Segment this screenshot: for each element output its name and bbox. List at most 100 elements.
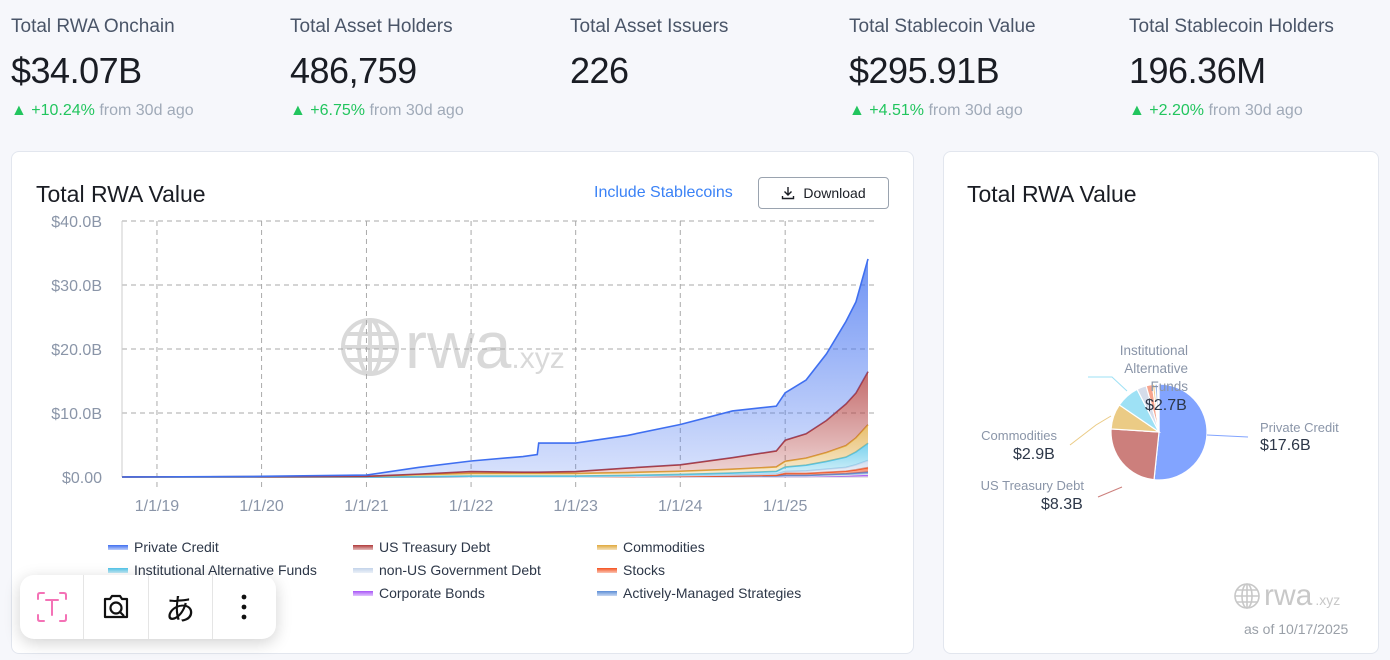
legend-swatch — [353, 567, 373, 573]
pie-leader-line — [1206, 434, 1249, 438]
x-tick-label: 1/1/20 — [239, 498, 284, 515]
text-select-icon — [36, 592, 67, 622]
pie-value-us-treasury: $8.3B — [1041, 496, 1083, 513]
stat-value: 226 — [570, 50, 629, 91]
stat-value: 486,759 — [290, 50, 417, 91]
stat-label: Total Stablecoin Value — [849, 16, 1036, 37]
translate-icon: あ — [165, 593, 196, 628]
legend-item[interactable]: US Treasury Debt — [353, 539, 490, 555]
up-triangle-icon: ▲ — [849, 102, 870, 119]
text-select-button[interactable] — [20, 575, 85, 639]
stat-change-suffix: from 30d ago — [924, 102, 1023, 119]
pie-leader-line — [1097, 486, 1123, 498]
download-icon — [782, 187, 795, 200]
legend-swatch — [353, 544, 373, 550]
include-stablecoins-link[interactable]: Include Stablecoins — [594, 184, 733, 201]
rwa-value-chart-card: Total RWA Value Include Stablecoins Down… — [11, 151, 914, 654]
stat-change: ▲ +6.75% from 30d ago — [290, 102, 560, 120]
floating-toolbar: あ — [20, 575, 276, 639]
stat-value: 196.36M — [1129, 50, 1266, 91]
chart-watermark: rwa.xyz — [341, 308, 565, 382]
stat-value: $295.91B — [849, 50, 1000, 91]
x-tick-label: 1/1/19 — [135, 498, 180, 515]
stat-change-percent: +6.75% — [310, 102, 365, 119]
pie-slice-private-credit[interactable] — [1153, 383, 1208, 481]
visual-search-button[interactable] — [84, 575, 149, 639]
chart-title: Total RWA Value — [36, 181, 206, 207]
stat-change-percent: +10.24% — [31, 102, 95, 119]
stat-label: Total Asset Holders — [290, 16, 453, 37]
legend-label: Actively-Managed Strategies — [623, 585, 802, 601]
x-tick-label: 1/1/22 — [449, 498, 494, 515]
pie-label-inst-alt: Institutional Alternative Funds — [1119, 343, 1188, 394]
legend-swatch — [108, 567, 128, 573]
y-tick-label: $10.0B — [51, 406, 102, 423]
download-button[interactable]: Download — [758, 177, 889, 209]
stat-value: $34.07B — [11, 50, 142, 91]
translate-button[interactable]: あ — [149, 575, 213, 639]
stat-change-suffix: from 30d ago — [365, 102, 464, 119]
stat-change-percent: +2.20% — [1149, 102, 1204, 119]
up-triangle-icon: ▲ — [290, 102, 311, 119]
legend-label: Stocks — [623, 562, 666, 578]
pie-slice-us-treasury-debt[interactable] — [1110, 428, 1160, 481]
legend-item[interactable]: Institutional Alternative Funds — [108, 562, 317, 578]
pie-value-commodities: $2.9B — [1013, 446, 1055, 463]
pie-label-commodities: Commodities — [981, 428, 1057, 443]
more-options-button[interactable] — [213, 575, 276, 639]
up-triangle-icon: ▲ — [11, 102, 32, 119]
visual-search-icon — [103, 594, 128, 619]
x-tick-label: 1/1/23 — [553, 498, 598, 515]
legend-item[interactable]: Stocks — [597, 562, 665, 578]
globe-icon — [341, 318, 399, 376]
as-of-date: as of 10/17/2025 — [1244, 621, 1349, 637]
pie-value-private-credit: $17.6B — [1260, 437, 1311, 454]
legend-label: US Treasury Debt — [379, 539, 491, 555]
watermark-text: rwa.xyz — [405, 308, 565, 382]
stat-label: Total Stablecoin Holders — [1129, 16, 1334, 37]
pie-leader-line — [1069, 415, 1112, 446]
stat-change-percent: +4.51% — [869, 102, 924, 119]
rwa-logo-watermark: rwa .xyz — [1233, 581, 1340, 611]
more-vertical-icon — [241, 594, 247, 620]
legend-item[interactable]: Commodities — [597, 539, 705, 555]
stat-label: Total Asset Issuers — [570, 16, 729, 37]
legend-item[interactable]: non-US Government Debt — [353, 562, 541, 578]
pie-value-inst-alt: $2.7B — [1145, 397, 1187, 414]
stat-1: Total Asset Holders 486,759 ▲ +6.75% from… — [290, 16, 560, 120]
stat-change: ▲ +4.51% from 30d ago — [849, 102, 1119, 120]
legend-swatch — [108, 544, 128, 550]
pie-leader-line — [1088, 376, 1128, 392]
up-triangle-icon: ▲ — [1129, 102, 1150, 119]
legend-swatch — [597, 567, 617, 573]
stat-change: ▲ +2.20% from 30d ago — [1129, 102, 1390, 120]
y-tick-label: $40.0B — [51, 214, 102, 231]
stat-4: Total Stablecoin Holders 196.36M ▲ +2.20%… — [1129, 16, 1390, 120]
pie-label-private-credit: Private Credit — [1260, 420, 1339, 435]
x-tick-label: 1/1/21 — [344, 498, 389, 515]
legend-label: Institutional Alternative Funds — [134, 562, 317, 578]
x-tick-label: 1/1/25 — [763, 498, 808, 515]
line-private-credit — [121, 258, 869, 478]
legend-label: Private Credit — [134, 539, 219, 555]
legend-item[interactable]: Private Credit — [108, 539, 219, 555]
y-tick-label: $30.0B — [51, 278, 102, 295]
stat-label: Total RWA Onchain — [11, 16, 175, 37]
pie-title: Total RWA Value — [967, 181, 1137, 207]
legend-item[interactable]: Actively-Managed Strategies — [597, 585, 801, 601]
legend-swatch — [597, 590, 617, 596]
download-label: Download — [803, 185, 866, 201]
stat-3: Total Stablecoin Value $295.91B ▲ +4.51% … — [849, 16, 1119, 120]
legend-label: Commodities — [623, 539, 705, 555]
legend-item[interactable]: Corporate Bonds — [353, 585, 485, 601]
legend-swatch — [353, 590, 373, 596]
legend-label: Corporate Bonds — [379, 585, 485, 601]
stat-change: ▲ +10.24% from 30d ago — [11, 102, 281, 120]
stat-change-suffix: from 30d ago — [1204, 102, 1303, 119]
y-tick-label: $20.0B — [51, 342, 102, 359]
y-tick-label: $0.00 — [62, 470, 102, 487]
pie-slice-private-equity[interactable] — [1156, 383, 1160, 433]
globe-icon — [1234, 583, 1260, 609]
